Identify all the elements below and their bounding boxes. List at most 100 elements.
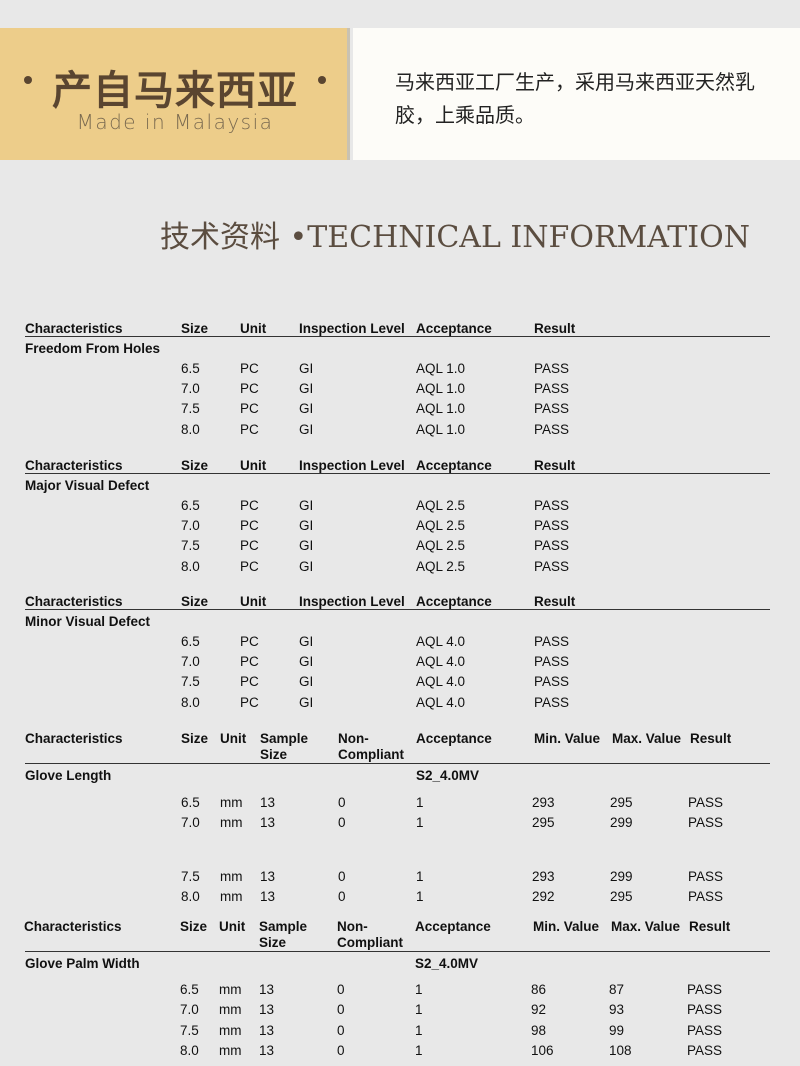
table-cell: PASS [534, 654, 570, 670]
column-header: Inspection Level [299, 594, 405, 609]
table-cell: 6.5 [181, 361, 200, 376]
table-cell: AQL 1.0 [416, 421, 466, 437]
characteristic-name: Glove Length [25, 768, 112, 783]
table-cell: 13 [260, 889, 276, 904]
table-cell: PASS [687, 982, 723, 997]
table-cell: 99 [609, 1023, 625, 1038]
table-cell: PC [240, 361, 259, 376]
table-cell: 0 [337, 1023, 345, 1038]
table-cell: PASS [534, 558, 570, 574]
table-cell: 106 [531, 1043, 554, 1058]
column-header: Size [181, 321, 209, 336]
table-cell: AQL 2.5 [416, 558, 466, 574]
column-header: Result [689, 919, 731, 934]
table-cell: AQL 4.0 [416, 654, 466, 670]
column-header: Result [534, 458, 576, 473]
banner-description: 马来西亚工厂生产，采用马来西亚天然乳胶，上乘品质。 [395, 70, 755, 127]
table-cell: mm [220, 889, 243, 904]
table-cell: GI [299, 654, 314, 670]
table-cell: 7.5 [181, 401, 200, 417]
table-cell: 7.5 [180, 1023, 199, 1038]
table-cell: 8.0 [181, 889, 200, 904]
characteristic-name: Glove Palm Width [25, 956, 140, 971]
table-cell: AQL 2.5 [416, 518, 466, 534]
table-cell: PASS [534, 361, 570, 376]
table-cell: 7.0 [181, 654, 200, 670]
column-header: Acceptance [416, 458, 492, 473]
column-header: Max. Value [611, 919, 681, 934]
table-cell: PASS [534, 498, 570, 513]
table-cell: PC [240, 694, 259, 710]
column-header: Unit [219, 919, 246, 934]
table-cell: 1 [415, 982, 423, 997]
table-cell: 8.0 [181, 421, 200, 437]
table-cell: 6.5 [181, 795, 200, 810]
acceptance-standard: S2_4.0MV [416, 768, 480, 783]
table-cell: PASS [534, 674, 570, 690]
column-header: Size [181, 458, 209, 473]
table-cell: 13 [259, 982, 275, 997]
table-cell: 98 [531, 1023, 547, 1038]
table-cell: AQL 2.5 [416, 538, 466, 554]
table-cell: PC [240, 674, 259, 690]
table-cell: PASS [534, 694, 570, 710]
divider [25, 951, 770, 952]
table-cell: 87 [609, 982, 625, 997]
table-cell: 295 [610, 795, 633, 810]
column-header: Unit [220, 731, 247, 746]
table-cell: PC [240, 558, 259, 574]
table-cell: GI [299, 498, 314, 513]
table-cell: 0 [338, 795, 346, 810]
table-cell: PASS [687, 1002, 723, 1017]
table-cell: PASS [534, 381, 570, 397]
column-header: Characteristics [24, 919, 122, 934]
table-cell: 7.0 [180, 1002, 199, 1017]
table-cell: PASS [688, 795, 724, 810]
column-header: Result [690, 731, 732, 746]
origin-banner [0, 28, 350, 160]
table-cell: GI [299, 694, 314, 710]
column-header: Result [534, 321, 576, 336]
table-cell: 13 [260, 869, 276, 884]
column-header: Inspection Level [299, 321, 405, 336]
table-cell: GI [299, 421, 314, 437]
table-cell: 13 [259, 1002, 275, 1017]
table-cell: 7.5 [181, 869, 200, 884]
table-cell: GI [299, 634, 314, 649]
table-cell: 13 [259, 1023, 275, 1038]
table-cell: 13 [260, 815, 276, 830]
column-header: Unit [240, 458, 267, 473]
acceptance-standard: S2_4.0MV [415, 956, 479, 971]
column-header: Acceptance [416, 321, 492, 336]
table-cell: 8.0 [181, 558, 200, 574]
table-cell: PASS [688, 869, 724, 884]
column-header: Min. Value [534, 731, 601, 746]
table-cell: AQL 1.0 [416, 361, 466, 376]
column-header: Characteristics [25, 731, 123, 746]
table-cell: 6.5 [181, 498, 200, 513]
table-cell: mm [220, 815, 243, 830]
bullet-dot [318, 76, 326, 84]
table-cell: 92 [531, 1002, 547, 1017]
column-header: Characteristics [25, 321, 123, 336]
table-cell: 1 [416, 815, 424, 830]
divider [25, 763, 770, 764]
table-cell: 93 [609, 1002, 625, 1017]
characteristic-name: Major Visual Defect [25, 478, 150, 493]
characteristic-name: Minor Visual Defect [25, 614, 151, 629]
table-cell: 13 [259, 1043, 275, 1058]
column-header: Max. Value [612, 731, 682, 746]
table-cell: PC [240, 518, 259, 534]
table-cell: 13 [260, 795, 276, 810]
column-header: Size [180, 919, 208, 934]
column-header: Size [181, 594, 209, 609]
table-cell: 0 [337, 982, 345, 997]
table-cell: 0 [338, 815, 346, 830]
table-cell: PASS [688, 815, 724, 830]
column-header: Characteristics [25, 458, 123, 473]
table-cell: GI [299, 361, 314, 376]
table-cell: 0 [337, 1002, 345, 1017]
banner-subtitle: Made in Malaysia [76, 110, 274, 134]
table-cell: PASS [687, 1043, 723, 1058]
table-cell: mm [219, 1002, 242, 1017]
